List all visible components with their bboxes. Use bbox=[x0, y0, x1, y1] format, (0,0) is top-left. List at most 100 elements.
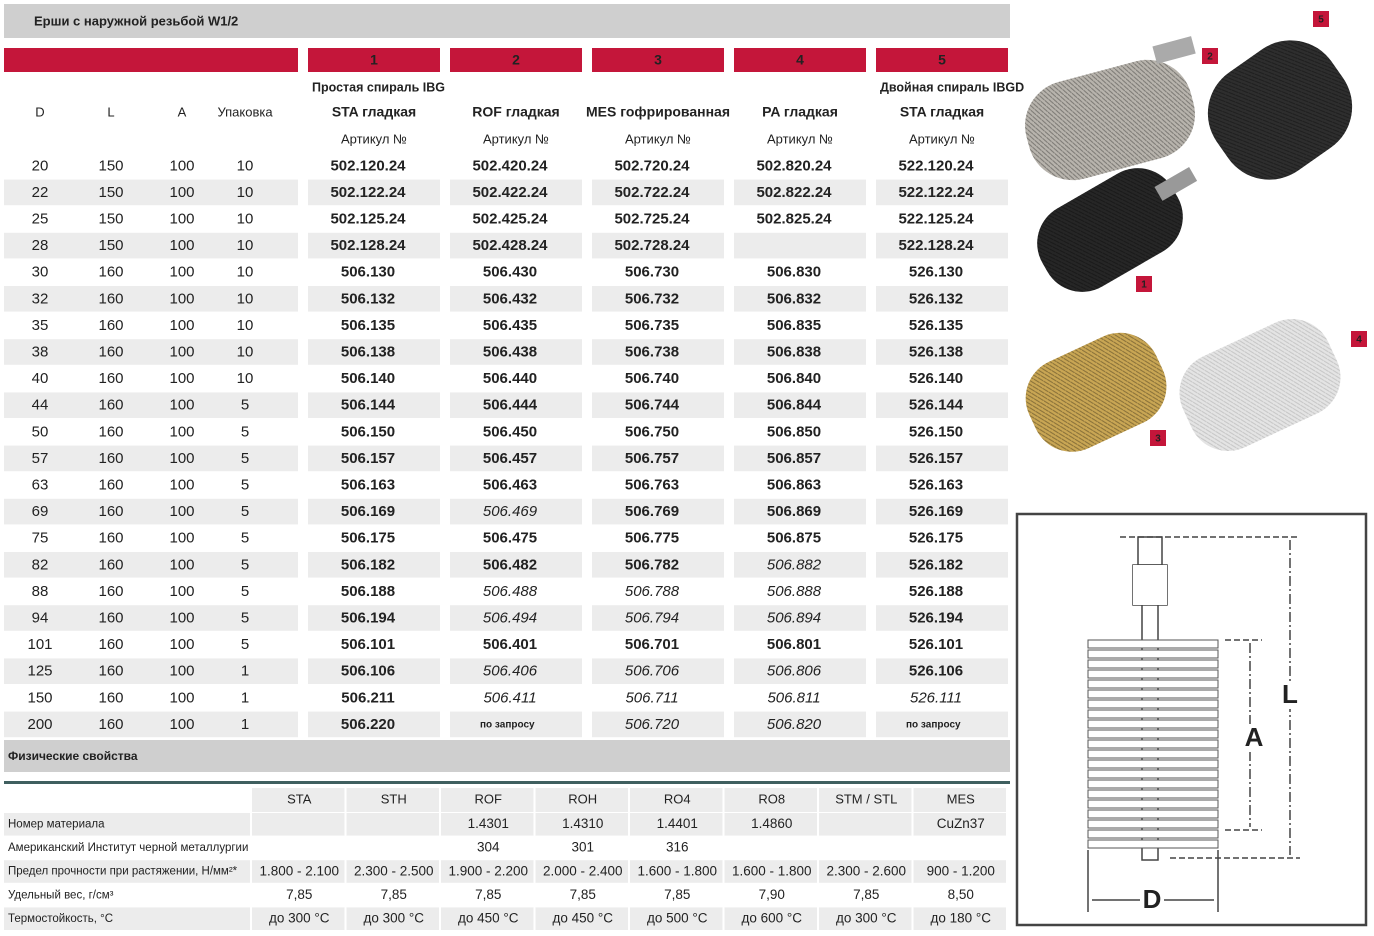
article-code: 506.135 bbox=[341, 317, 395, 334]
prop-cell: 2.300 - 2.600 bbox=[826, 863, 906, 878]
prop-cell-bg bbox=[630, 860, 723, 883]
article-code: 502.825.24 bbox=[756, 210, 832, 227]
prop-header bbox=[346, 788, 439, 812]
row-bg bbox=[4, 259, 298, 285]
row-bg bbox=[592, 525, 724, 551]
dimension-cell: 160 bbox=[98, 423, 123, 440]
article-code: 506.106 bbox=[341, 663, 395, 680]
row-bg bbox=[592, 631, 724, 658]
dimension-cell: 160 bbox=[98, 397, 123, 414]
row-bg bbox=[308, 259, 440, 285]
article-code: 506.763 bbox=[625, 476, 679, 493]
bristle-row bbox=[1087, 639, 1219, 649]
article-code: 506.875 bbox=[767, 530, 821, 547]
row-bg bbox=[4, 605, 298, 631]
row-bg bbox=[450, 498, 582, 525]
dimension-cell: 100 bbox=[169, 317, 194, 334]
row-bg bbox=[308, 552, 440, 578]
row-bg bbox=[592, 419, 724, 445]
bristle-row bbox=[1087, 799, 1219, 809]
row-bg bbox=[876, 685, 1008, 711]
group-name: PA гладкая bbox=[762, 104, 838, 120]
article-code: 506.850 bbox=[767, 423, 821, 440]
prop-cell-bg bbox=[441, 836, 534, 860]
header-bar bbox=[734, 48, 866, 72]
article-code: 506.857 bbox=[767, 450, 821, 467]
article-code: 506.730 bbox=[625, 264, 679, 281]
row-bg bbox=[4, 312, 298, 339]
dimension-cell: 160 bbox=[98, 583, 123, 600]
row-bg bbox=[876, 658, 1008, 684]
row-bg bbox=[876, 525, 1008, 551]
bristle-row bbox=[1087, 769, 1219, 779]
dimension-cell: 160 bbox=[98, 450, 123, 467]
row-bg bbox=[450, 658, 582, 684]
article-code: 522.125.24 bbox=[898, 210, 974, 227]
prop-cell: 1.4401 bbox=[657, 816, 698, 831]
article-code: 506.769 bbox=[625, 503, 679, 520]
dimension-cell: 5 bbox=[241, 583, 249, 600]
article-code: 526.169 bbox=[909, 503, 963, 520]
header-bar bbox=[308, 48, 440, 72]
row-bg bbox=[450, 631, 582, 658]
dimension-cell: 75 bbox=[32, 530, 49, 547]
dimension-cell: 160 bbox=[98, 370, 123, 387]
article-code: 506.782 bbox=[625, 556, 679, 573]
dimension-cell: 63 bbox=[32, 476, 49, 493]
dimension-cell: 25 bbox=[32, 210, 49, 227]
article-code: 506.432 bbox=[483, 290, 537, 307]
dimension-cell: 1 bbox=[241, 663, 249, 680]
bristle-row bbox=[1087, 729, 1219, 739]
article-label: Артикул № bbox=[909, 131, 975, 146]
article-code: 506.788 bbox=[625, 583, 680, 600]
group-name: STA гладкая bbox=[332, 104, 416, 120]
article-code: 506.463 bbox=[483, 476, 537, 493]
prop-cell: 7,85 bbox=[664, 887, 690, 902]
prop-column: STM / STL bbox=[835, 791, 897, 806]
dimension-cell: 10 bbox=[237, 237, 254, 254]
group-number: 2 bbox=[512, 52, 520, 68]
row-bg bbox=[592, 259, 724, 285]
prop-cell-bg bbox=[913, 836, 1006, 860]
row-bg bbox=[734, 631, 866, 658]
dimension-cell: 160 bbox=[98, 636, 123, 653]
bristle-row bbox=[1087, 719, 1219, 729]
prop-cell: 7,85 bbox=[853, 887, 879, 902]
prop-cell: 301 bbox=[571, 840, 594, 855]
prop-header bbox=[441, 788, 534, 812]
row-bg bbox=[876, 286, 1008, 312]
row-bg bbox=[450, 445, 582, 472]
bristle-row bbox=[1087, 679, 1219, 689]
group-name: STA гладкая bbox=[900, 104, 984, 120]
row-bg bbox=[734, 552, 866, 578]
bristle-row bbox=[1087, 709, 1219, 719]
article-code: 502.125.24 bbox=[330, 210, 406, 227]
page-title: Ерши с наружной резьбой W1/2 bbox=[34, 13, 238, 28]
photo-badge bbox=[1136, 276, 1152, 292]
article-code: 506.435 bbox=[483, 317, 537, 334]
article-code: 526.182 bbox=[909, 556, 963, 573]
row-bg bbox=[734, 206, 866, 232]
row-bg bbox=[734, 153, 866, 179]
row-bg bbox=[4, 498, 298, 525]
row-bg bbox=[876, 472, 1008, 498]
prop-cell-bg bbox=[535, 907, 628, 930]
row-bg bbox=[308, 179, 440, 206]
article-code: 506.194 bbox=[341, 609, 396, 626]
article-code: 502.120.24 bbox=[330, 157, 406, 174]
prop-cell-bg bbox=[913, 883, 1006, 907]
article-code: 502.425.24 bbox=[472, 210, 548, 227]
row-bg bbox=[734, 605, 866, 631]
article-code: 506.101 bbox=[341, 636, 395, 653]
bristle-row bbox=[1087, 789, 1219, 799]
bristle-row bbox=[1087, 659, 1219, 669]
prop-cell-bg bbox=[252, 813, 345, 836]
prop-column: RO8 bbox=[758, 791, 785, 806]
article-code: 506.744 bbox=[625, 397, 680, 414]
article-code: 506.406 bbox=[483, 663, 538, 680]
article-code: 506.735 bbox=[625, 317, 679, 334]
dimension-cell: 5 bbox=[241, 423, 249, 440]
row-bg bbox=[876, 392, 1008, 418]
row-bg bbox=[592, 685, 724, 711]
row-bg bbox=[592, 312, 724, 339]
